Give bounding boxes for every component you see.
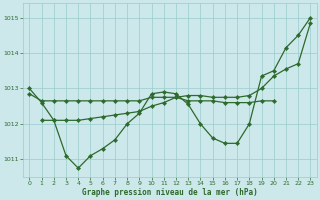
X-axis label: Graphe pression niveau de la mer (hPa): Graphe pression niveau de la mer (hPa) bbox=[82, 188, 258, 197]
